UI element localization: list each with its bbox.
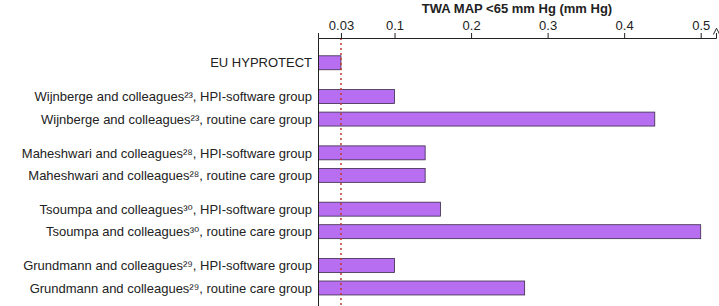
bar — [318, 56, 341, 70]
plot-area — [318, 38, 701, 306]
y-tick: Wijnberge and colleagues²³, routine care… — [41, 112, 318, 127]
chart: 0.03 0.1 0.2 0.3 0.4 0.5 TWA MAP <65 mm Hg (mm… — [0, 0, 719, 306]
x-tick-label: 0.03 — [329, 18, 354, 33]
x-tick-mark — [701, 33, 702, 38]
x-tick-mark — [624, 33, 625, 38]
x-tick-label: 0.4 — [616, 18, 634, 33]
bar — [318, 90, 395, 104]
bar — [318, 281, 525, 295]
x-tick-mark — [471, 33, 472, 38]
reference-line — [340, 38, 342, 306]
x-tick-mark — [548, 33, 549, 38]
y-tick: Tsoumpa and colleagues³⁰, routine care g… — [46, 224, 318, 239]
x-tick-mark — [341, 33, 342, 38]
category-label: Grundmann and colleagues²⁹, HPI-software… — [23, 258, 312, 273]
category-label: EU HYPROTECT — [210, 55, 312, 70]
category-label: Maheshwari and colleagues²⁸, HPI-softwar… — [22, 146, 312, 161]
y-tick: EU HYPROTECT — [210, 55, 318, 70]
y-tick: Maheshwari and colleagues²⁸, HPI-softwar… — [22, 146, 318, 161]
bar — [318, 168, 425, 182]
category-label: Wijnberge and colleagues²³, routine care… — [41, 112, 312, 127]
bar — [318, 225, 701, 239]
category-label: Grundmann and colleagues²⁹, routine care… — [30, 281, 312, 296]
x-tick-label: 0.3 — [539, 18, 557, 33]
x-axis-title: TWA MAP <65 mm Hg (mm Hg) — [422, 1, 612, 16]
y-tick: Grundmann and colleagues²⁹, routine care… — [30, 281, 318, 296]
y-axis-line — [318, 39, 319, 306]
x-axis: 0.03 0.1 0.2 0.3 0.4 0.5 — [319, 18, 717, 39]
category-label: Tsoumpa and colleagues³⁰, routine care g… — [46, 224, 312, 239]
x-tick-mark — [395, 33, 396, 38]
category-label: Wijnberge and colleagues²³, HPI-software… — [35, 89, 312, 104]
x-tick: 0.1 — [386, 18, 404, 38]
x-tick: 0.03 — [329, 18, 354, 38]
x-tick: 0.2 — [463, 18, 481, 38]
bar — [318, 112, 655, 126]
y-tick: Tsoumpa and colleagues³⁰, HPI-software g… — [39, 202, 318, 217]
x-axis-line — [319, 33, 717, 39]
bar — [318, 146, 425, 160]
y-tick: Maheshwari and colleagues²⁸, routine car… — [28, 168, 318, 183]
x-tick: 0.5 — [692, 18, 710, 38]
x-tick-label: 0.1 — [386, 18, 404, 33]
category-label: Maheshwari and colleagues²⁸, routine car… — [28, 168, 312, 183]
x-tick: 0.4 — [616, 18, 634, 38]
x-tick-label: 0.2 — [463, 18, 481, 33]
x-tick-label: 0.5 — [692, 18, 710, 33]
category-label: Tsoumpa and colleagues³⁰, HPI-software g… — [39, 202, 312, 217]
y-tick: Grundmann and colleagues²⁹, HPI-software… — [23, 258, 318, 273]
x-tick: 0.3 — [539, 18, 557, 38]
y-tick: Wijnberge and colleagues²³, HPI-software… — [35, 89, 318, 104]
y-axis: EU HYPROTECT Wijnberge and colleagues²³, … — [22, 39, 319, 306]
bar — [318, 258, 395, 272]
bar — [318, 202, 440, 216]
